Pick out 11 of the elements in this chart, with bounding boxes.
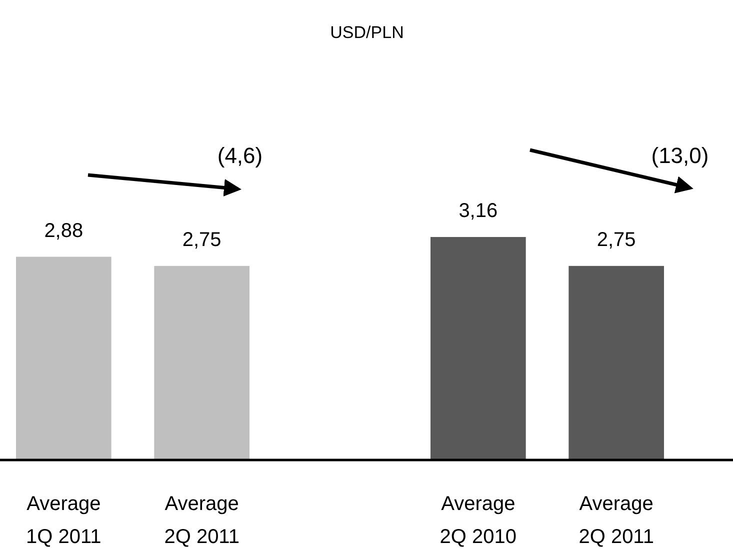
- data-label: 2,75: [596, 228, 636, 251]
- data-label: 2,88: [44, 220, 84, 242]
- x-tick-label: Average 1Q 2011: [26, 493, 102, 548]
- data-label: 3,16: [458, 200, 498, 222]
- x-tick-label: Average 2Q 2010: [440, 493, 517, 548]
- text: (4,6): [217, 143, 263, 168]
- text: (13,0): [651, 143, 709, 168]
- data-label: 2,75: [182, 228, 222, 251]
- chart-title: USD/PLN: [330, 23, 404, 42]
- x-tick-label: Average 2Q 2011: [164, 493, 240, 548]
- x-tick-label: Average 2Q 2011: [578, 493, 654, 548]
